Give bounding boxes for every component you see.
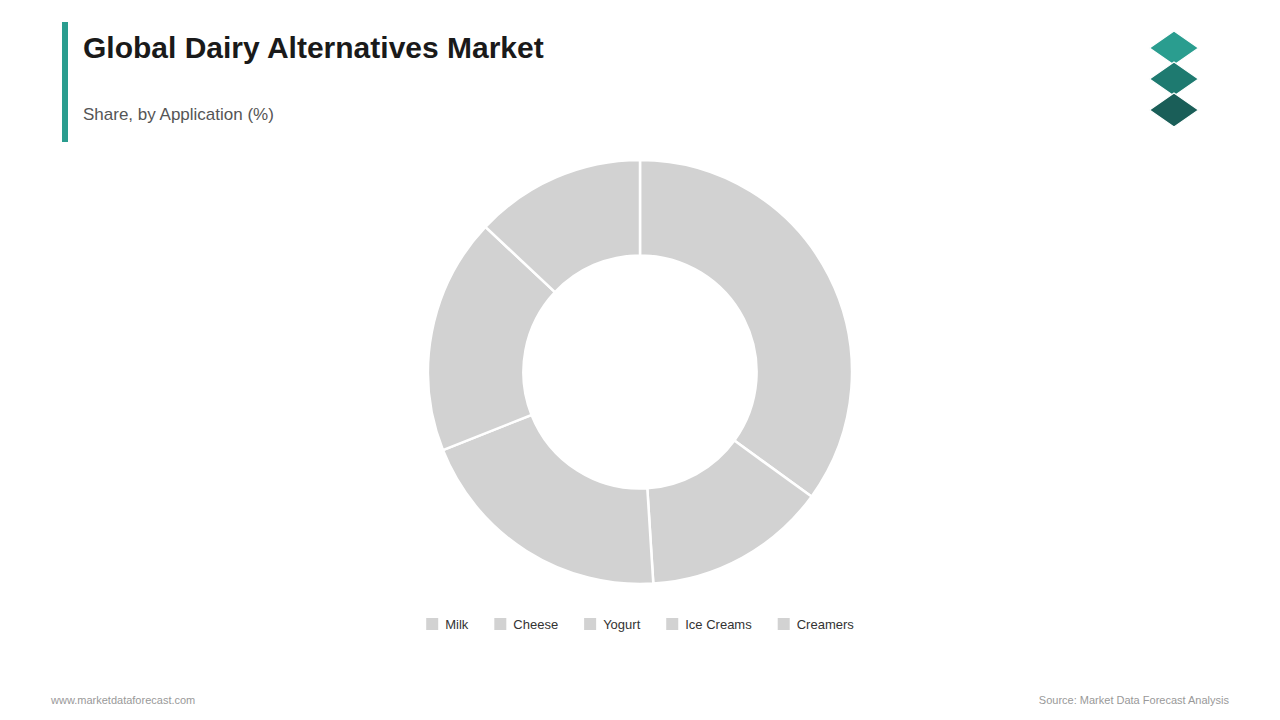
donut-slice xyxy=(640,160,852,497)
legend-label: Creamers xyxy=(797,617,855,632)
legend-swatch xyxy=(778,618,790,630)
chart-root: Global Dairy Alternatives Market Share, b… xyxy=(0,0,1280,720)
logo-diamond xyxy=(1150,62,1199,96)
legend-label: Cheese xyxy=(513,617,558,632)
donut xyxy=(428,160,852,584)
legend-item: Yogurt xyxy=(584,617,640,632)
legend-item: Ice Creams xyxy=(666,617,752,632)
donut-slice xyxy=(443,415,653,584)
legend-swatch xyxy=(584,618,596,630)
legend-item: Cheese xyxy=(494,617,558,632)
legend-swatch xyxy=(426,618,438,630)
legend-label: Milk xyxy=(445,617,469,632)
background xyxy=(0,0,1280,720)
footer-note: www.marketdataforecast.com xyxy=(50,694,195,706)
logo-diamond xyxy=(1150,31,1199,65)
legend-label: Ice Creams xyxy=(685,617,752,632)
accent-bar xyxy=(62,22,68,142)
footer-note: Source: Market Data Forecast Analysis xyxy=(1039,694,1230,706)
logo-diamond xyxy=(1150,93,1199,127)
donut-slice xyxy=(647,441,811,584)
legend-label: Yogurt xyxy=(603,617,640,632)
subtitle: Share, by Application (%) xyxy=(83,105,274,124)
title: Global Dairy Alternatives Market xyxy=(83,31,544,64)
legend-swatch xyxy=(666,618,678,630)
logo xyxy=(1150,31,1199,127)
donut-slice xyxy=(485,160,640,292)
legend: Milk Cheese Yogurt Ice Creams Creamers xyxy=(426,617,854,632)
legend-item: Milk xyxy=(426,617,469,632)
legend-swatch xyxy=(494,618,506,630)
legend-item: Creamers xyxy=(778,617,855,632)
